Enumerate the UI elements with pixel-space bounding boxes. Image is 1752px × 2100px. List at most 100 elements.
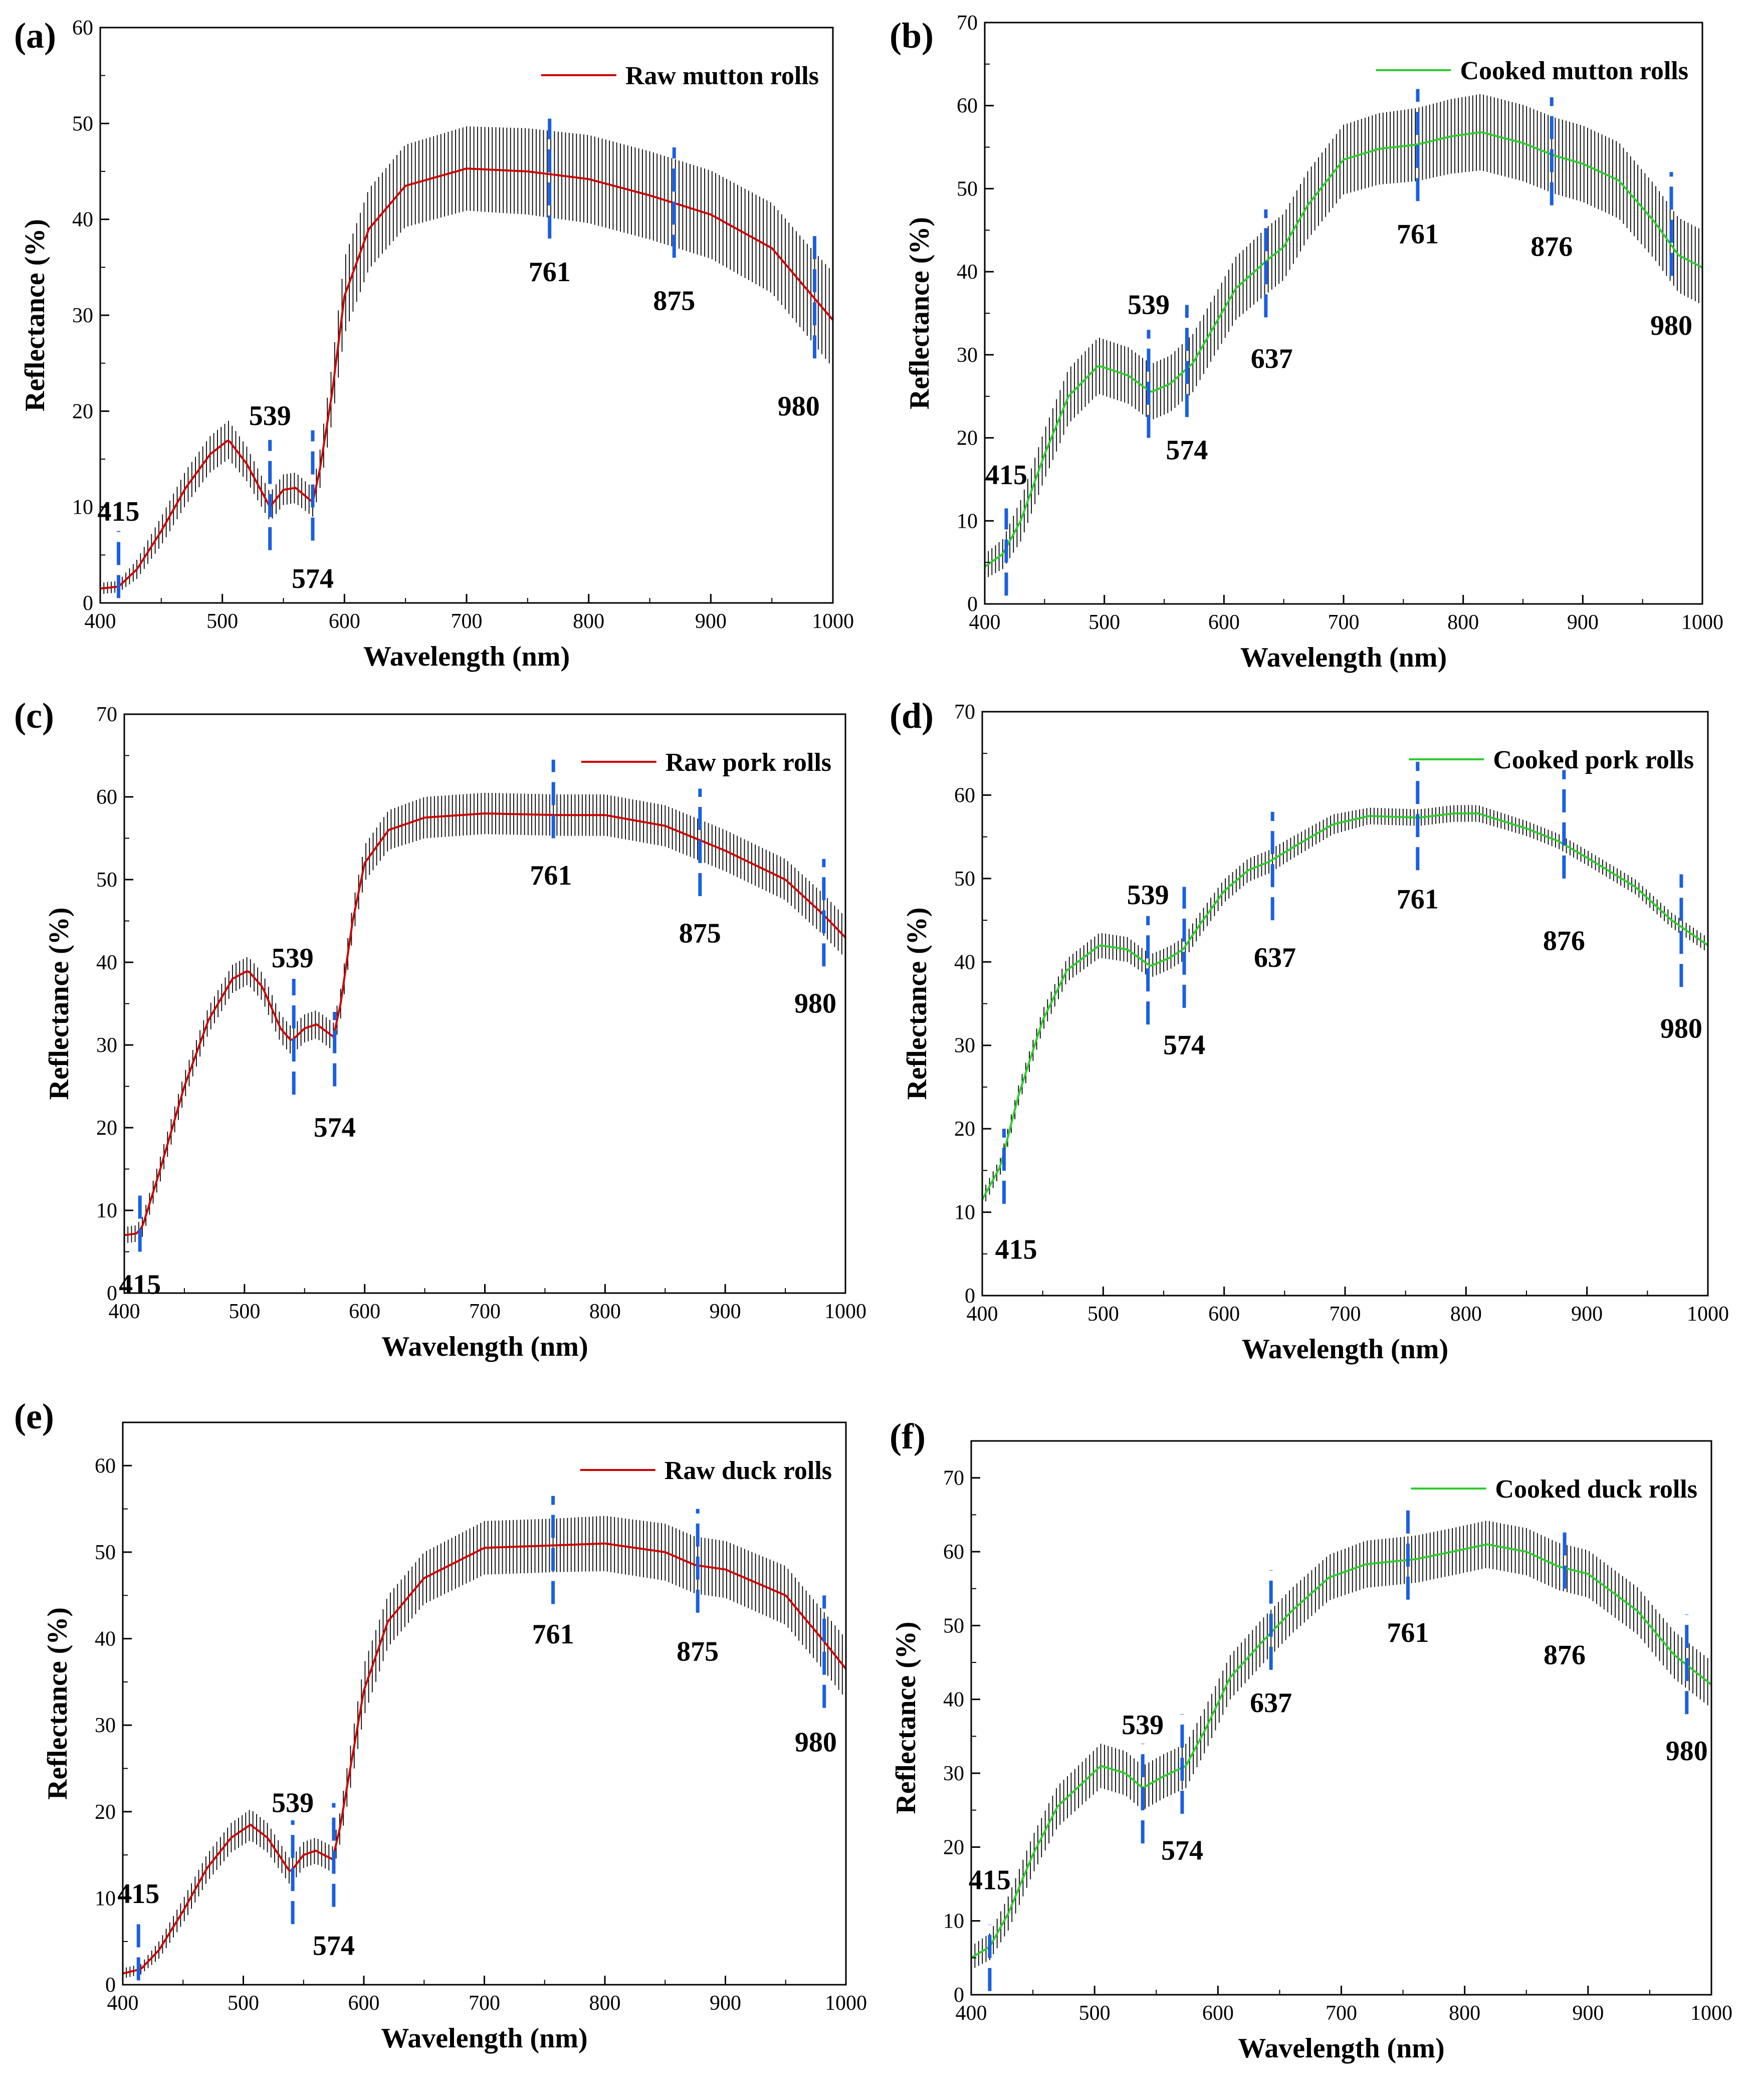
x-tick-label: 1000 xyxy=(825,1992,867,2015)
y-tick-label: 60 xyxy=(95,1454,116,1478)
legend: Cooked mutton rolls xyxy=(1376,57,1688,85)
x-tick-label: 600 xyxy=(1202,2002,1234,2025)
y-tick-label: 0 xyxy=(83,592,93,615)
series-line xyxy=(100,167,834,590)
y-tick-label: 60 xyxy=(957,95,978,118)
plot-frame xyxy=(984,22,1703,605)
y-axis-title: Reflectance (%) xyxy=(20,219,51,411)
x-tick-label: 1000 xyxy=(812,610,854,633)
x-tick-label: 500 xyxy=(1088,611,1120,634)
peak-label: 574 xyxy=(1163,1030,1205,1061)
peak-label: 876 xyxy=(1543,926,1585,957)
error-bars xyxy=(971,1521,1712,1970)
y-tick-label: 60 xyxy=(954,784,975,807)
panel-letter: (a) xyxy=(14,16,56,56)
peak-label: 415 xyxy=(98,496,140,527)
peak-label: 761 xyxy=(529,257,571,288)
y-axis-title: Reflectance (%) xyxy=(44,907,75,1100)
y-tick-label: 0 xyxy=(107,1282,117,1305)
y-axis-title: Reflectance (%) xyxy=(42,1607,73,1800)
x-tick-label: 600 xyxy=(329,610,360,633)
peak-label: 574 xyxy=(314,1112,356,1143)
y-tick-label: 0 xyxy=(965,1285,975,1308)
chart-panel: (f) 400 500 600 700 800 900 1000 0 10 20 30 40 50 60 70… xyxy=(890,1416,1732,2064)
peak-label: 761 xyxy=(532,1619,574,1650)
x-tick-label: 700 xyxy=(1328,611,1360,634)
legend: Raw duck rolls xyxy=(580,1456,832,1485)
plot-frame xyxy=(122,1421,847,1986)
y-tick-label: 30 xyxy=(95,1714,116,1737)
y-tick-label: 60 xyxy=(72,17,93,40)
peak-label: 415 xyxy=(117,1878,159,1910)
x-tick-label: 700 xyxy=(469,1300,501,1323)
x-tick-label: 400 xyxy=(969,611,1001,634)
x-tick-label: 400 xyxy=(956,2002,987,2025)
y-tick-label: 50 xyxy=(96,869,117,892)
y-tick-label: 20 xyxy=(954,1118,975,1141)
y-tick-label: 10 xyxy=(96,1199,117,1222)
x-tick-label: 900 xyxy=(1571,1303,1603,1326)
peak-label: 875 xyxy=(679,918,721,949)
chart-panel: (d) 400 500 600 700 800 900 1000 0 10 20 30 40 50 60 70… xyxy=(890,696,1729,1365)
y-tick-label: 40 xyxy=(954,951,975,974)
legend: Raw mutton rolls xyxy=(541,62,819,90)
peak-label: 980 xyxy=(1666,1736,1708,1767)
y-tick-label: 0 xyxy=(967,593,978,616)
legend-label: Cooked duck rolls xyxy=(1495,1475,1697,1504)
x-tick-label: 900 xyxy=(1567,611,1599,634)
x-axis-title: Wavelength (nm) xyxy=(381,2023,587,2054)
panel-letter: (c) xyxy=(14,696,54,736)
peak-label: 637 xyxy=(1251,343,1293,374)
x-tick-label: 400 xyxy=(85,610,116,633)
panel-letter: (b) xyxy=(890,16,934,56)
y-axis-title: Reflectance (%) xyxy=(904,217,935,409)
x-axis-title: Wavelength (nm) xyxy=(1242,1334,1448,1365)
series-line xyxy=(981,812,1709,1200)
peak-label: 980 xyxy=(1660,1013,1702,1044)
peak-label: 980 xyxy=(778,391,820,422)
y-tick-label: 50 xyxy=(72,112,93,135)
y-axis-title: Reflectance (%) xyxy=(891,1621,922,1814)
plot-frame xyxy=(970,1440,1712,1996)
y-tick-label: 0 xyxy=(954,1984,964,2007)
x-tick-label: 800 xyxy=(1447,611,1479,634)
x-tick-label: 800 xyxy=(589,1992,621,2015)
peak-label: 539 xyxy=(272,943,314,974)
y-tick-label: 50 xyxy=(95,1541,116,1564)
y-tick-label: 30 xyxy=(957,344,978,367)
y-tick-label: 30 xyxy=(954,1034,975,1058)
x-tick-label: 700 xyxy=(1330,1303,1361,1326)
y-tick-label: 40 xyxy=(95,1628,116,1651)
peak-label: 539 xyxy=(1122,1710,1164,1741)
error-bars xyxy=(122,1516,846,1979)
y-tick-label: 20 xyxy=(72,400,93,423)
y-tick-label: 10 xyxy=(954,1201,975,1224)
y-tick-label: 20 xyxy=(943,1836,964,1859)
x-tick-label: 400 xyxy=(967,1303,998,1326)
x-tick-label: 900 xyxy=(710,1300,741,1323)
x-axis-title: Wavelength (nm) xyxy=(1238,2033,1444,2064)
y-tick-label: 40 xyxy=(943,1689,964,1712)
x-tick-label: 600 xyxy=(348,1992,380,2015)
x-tick-label: 700 xyxy=(1326,2002,1357,2025)
peak-label: 876 xyxy=(1544,1639,1586,1670)
peak-label: 875 xyxy=(653,285,695,316)
y-tick-label: 50 xyxy=(957,177,978,200)
y-tick-label: 60 xyxy=(943,1541,964,1564)
x-tick-label: 800 xyxy=(589,1300,621,1323)
legend-label: Cooked pork rolls xyxy=(1493,746,1694,774)
y-tick-label: 20 xyxy=(95,1801,116,1824)
chart-panel: (b) 400 500 600 700 800 900 1000 0 10 20 30 40 50 60 70… xyxy=(890,12,1723,673)
peak-label: 539 xyxy=(249,400,291,432)
x-tick-label: 700 xyxy=(451,610,483,633)
y-tick-label: 30 xyxy=(72,304,93,327)
y-tick-label: 40 xyxy=(96,951,117,974)
x-tick-label: 800 xyxy=(1450,1303,1482,1326)
peak-label: 761 xyxy=(1397,219,1439,250)
y-tick-label: 70 xyxy=(954,701,975,724)
peak-label: 574 xyxy=(292,563,334,594)
peak-label: 574 xyxy=(1161,1835,1203,1866)
peak-label: 539 xyxy=(1128,289,1170,320)
peak-label: 761 xyxy=(1387,1617,1429,1648)
peak-label: 415 xyxy=(995,1234,1037,1265)
